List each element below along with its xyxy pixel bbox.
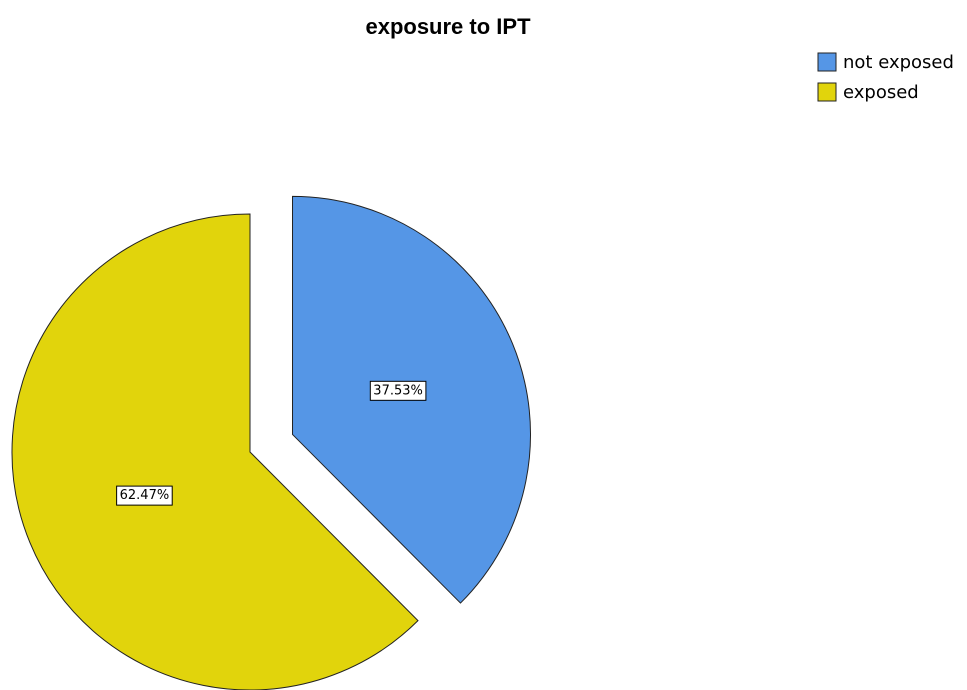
legend-label: not exposed xyxy=(843,52,954,73)
data-label: 37.53% xyxy=(369,380,427,401)
pie-slice xyxy=(11,213,419,690)
data-label: 62.47% xyxy=(116,485,173,506)
legend-swatch xyxy=(817,82,837,102)
data-label-box xyxy=(116,485,173,506)
data-label-box xyxy=(369,380,427,401)
data-label-text: 62.47% xyxy=(120,488,170,503)
data-label-text: 37.53% xyxy=(373,383,423,398)
legend-label: exposed xyxy=(843,82,919,103)
chart-title: exposure to IPT xyxy=(365,14,531,39)
legend-swatch xyxy=(817,52,837,72)
